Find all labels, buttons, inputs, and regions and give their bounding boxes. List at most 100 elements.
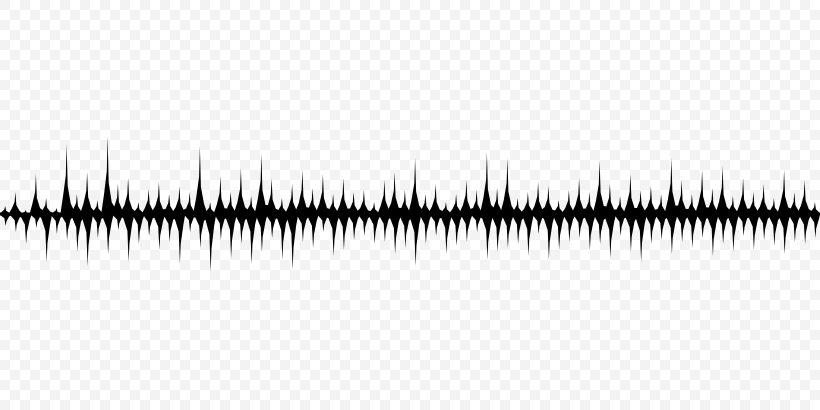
checker-tile	[470, 170, 480, 180]
checker-tile	[180, 260, 190, 270]
checker-tile	[0, 200, 10, 210]
checker-tile	[650, 50, 660, 60]
checker-tile	[730, 190, 740, 200]
checker-tile	[480, 180, 490, 190]
checker-tile	[160, 140, 170, 150]
checker-tile	[520, 300, 530, 310]
checker-tile	[730, 290, 740, 300]
checker-tile	[80, 300, 90, 310]
checker-tile	[620, 200, 630, 210]
checker-tile	[210, 250, 220, 260]
checker-tile	[120, 20, 130, 30]
checker-tile	[240, 20, 250, 30]
checker-tile	[50, 110, 60, 120]
checker-tile	[310, 310, 320, 320]
checker-tile	[0, 400, 10, 410]
checker-tile	[70, 10, 80, 20]
checker-tile	[220, 20, 230, 30]
checker-tile	[580, 360, 590, 370]
checker-tile	[690, 330, 700, 340]
checker-tile	[510, 150, 520, 160]
checker-tile	[330, 90, 340, 100]
checker-tile	[740, 100, 750, 110]
checker-tile	[240, 340, 250, 350]
checker-tile	[330, 130, 340, 140]
checker-tile	[300, 340, 310, 350]
checker-tile	[140, 180, 150, 190]
checker-tile	[410, 390, 420, 400]
checker-tile	[450, 110, 460, 120]
checker-tile	[650, 10, 660, 20]
checker-tile	[440, 120, 450, 130]
checker-tile	[360, 340, 370, 350]
checker-tile	[370, 330, 380, 340]
checker-tile	[680, 200, 690, 210]
checker-tile	[590, 370, 600, 380]
checker-tile	[540, 280, 550, 290]
checker-tile	[450, 310, 460, 320]
checker-tile	[530, 350, 540, 360]
checker-tile	[30, 130, 40, 140]
checker-tile	[430, 30, 440, 40]
checker-tile	[590, 10, 600, 20]
checker-tile	[90, 350, 100, 360]
checker-tile	[440, 40, 450, 50]
checker-tile	[70, 110, 80, 120]
checker-tile	[260, 380, 270, 390]
checker-tile	[270, 190, 280, 200]
checker-tile	[500, 160, 510, 170]
checker-tile	[500, 20, 510, 30]
checker-tile	[460, 340, 470, 350]
checker-tile	[770, 150, 780, 160]
checker-tile	[710, 150, 720, 160]
checker-tile	[120, 120, 130, 130]
checker-tile	[250, 310, 260, 320]
checker-tile	[230, 90, 240, 100]
checker-tile	[420, 60, 430, 70]
checker-tile	[210, 330, 220, 340]
checker-tile	[520, 280, 530, 290]
checker-tile	[440, 280, 450, 290]
checker-tile	[570, 270, 580, 280]
checker-tile	[780, 300, 790, 310]
checker-tile	[190, 330, 200, 340]
checker-tile	[80, 360, 90, 370]
checker-tile	[320, 80, 330, 90]
checker-tile	[470, 310, 480, 320]
checker-tile	[790, 190, 800, 200]
checker-tile	[630, 190, 640, 200]
checker-tile	[290, 110, 300, 120]
checker-tile	[740, 40, 750, 50]
checker-tile	[110, 130, 120, 140]
checker-tile	[540, 240, 550, 250]
checker-tile	[590, 350, 600, 360]
checker-tile	[420, 380, 430, 390]
checker-tile	[100, 300, 110, 310]
checker-tile	[270, 50, 280, 60]
checker-tile	[520, 60, 530, 70]
checker-tile	[170, 390, 180, 400]
checker-tile	[480, 60, 490, 70]
checker-tile	[10, 350, 20, 360]
checker-tile	[200, 360, 210, 370]
checker-tile	[620, 300, 630, 310]
checker-tile	[810, 270, 820, 280]
checker-tile	[390, 130, 400, 140]
checker-tile	[80, 0, 90, 10]
checker-tile	[300, 300, 310, 310]
checker-tile	[240, 380, 250, 390]
checker-tile	[550, 190, 560, 200]
checker-tile	[540, 320, 550, 330]
checker-tile	[20, 280, 30, 290]
checker-tile	[190, 30, 200, 40]
checker-tile	[300, 260, 310, 270]
checker-tile	[510, 270, 520, 280]
checker-tile	[240, 60, 250, 70]
checker-tile	[40, 0, 50, 10]
checker-tile	[160, 360, 170, 370]
checker-tile	[380, 40, 390, 50]
checker-tile	[170, 190, 180, 200]
checker-tile	[550, 130, 560, 140]
checker-tile	[440, 140, 450, 150]
checker-tile	[130, 330, 140, 340]
